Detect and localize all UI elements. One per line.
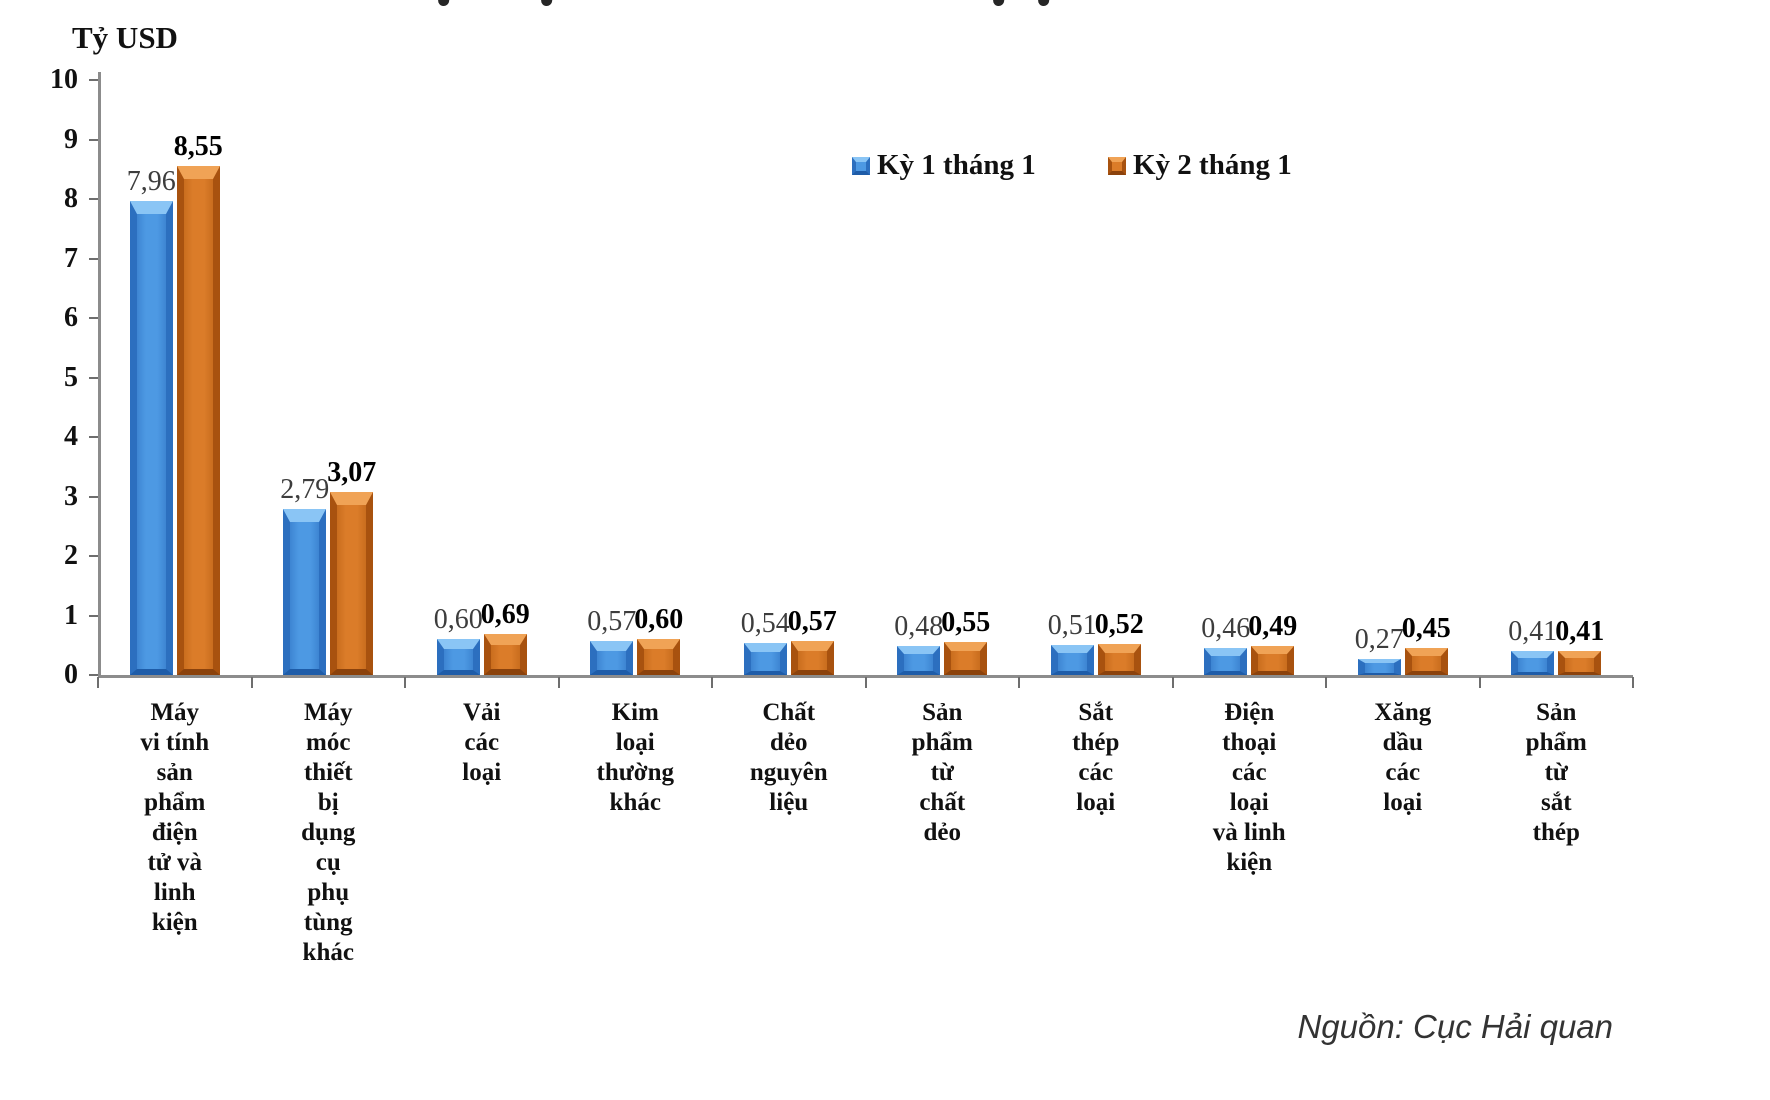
x-tick-mark [864, 677, 867, 688]
category-label: Sắt thép các loại [1072, 699, 1120, 816]
bar-value-label: 7,96 [126, 166, 176, 197]
bar-ky2 [176, 166, 220, 675]
y-tick-label: 10 [50, 64, 78, 95]
bar-ky1 [283, 509, 327, 675]
x-tick-mark [404, 677, 406, 688]
y-tick-mark [89, 79, 98, 81]
bar-ky1 [897, 646, 941, 675]
y-tick-label: 5 [64, 361, 78, 393]
y-tick-label: 9 [64, 123, 78, 155]
bar-ky2 [944, 642, 988, 675]
bar-ky2 [330, 492, 374, 675]
y-tick-label: 7 [64, 242, 78, 274]
x-tick-mark [97, 677, 99, 688]
bar-value-label: 0,51 [1047, 610, 1097, 641]
y-tick-mark [89, 495, 98, 498]
bar-value-label: 0,45 [1401, 613, 1451, 644]
bar-value-label: 0,55 [941, 607, 991, 638]
bar-value-label: 0,60 [634, 604, 684, 635]
bar-value-label: 2,79 [280, 474, 330, 505]
y-tick-mark [89, 257, 98, 260]
cropped-title-remnant [437, 0, 450, 7]
bar-ky2 [1558, 651, 1602, 675]
bar-value-label: 0,41 [1508, 616, 1558, 647]
y-tick-mark [89, 317, 98, 319]
bar-value-label: 0,46 [1201, 613, 1251, 644]
legend-marker-ky2-icon [1108, 156, 1126, 175]
y-tick-label: 8 [64, 183, 78, 214]
category-label: Xăng dầu các loại [1374, 699, 1432, 816]
category-label: Sản phẩm từ chất dẻo [911, 699, 973, 846]
y-tick-label: 3 [64, 480, 78, 512]
x-tick-mark [1632, 677, 1634, 688]
bar-ky1 [1204, 648, 1248, 675]
legend-item-ky1: Kỳ 1 tháng 1 [852, 149, 1036, 182]
bar-ky2 [790, 641, 834, 675]
category-label: Sản phẩm từ sắt thép [1525, 699, 1587, 846]
y-tick-mark [89, 198, 98, 200]
source-note: Nguồn: Cục Hải quan [1297, 1008, 1613, 1045]
category-label: Máy móc thiết bị dụng cụ phụ tùng khác [301, 699, 356, 966]
y-tick-mark [89, 376, 98, 379]
y-tick-label: 2 [64, 540, 78, 571]
bar-ky2 [483, 634, 527, 675]
legend-label-ky1: Kỳ 1 tháng 1 [877, 149, 1036, 181]
legend-item-ky2: Kỳ 2 tháng 1 [1108, 149, 1292, 182]
bar-ky2 [637, 639, 681, 675]
cropped-title-remnant [1037, 0, 1050, 7]
bar-value-label: 0,60 [433, 604, 483, 635]
y-tick-mark [89, 138, 98, 141]
bar-value-label: 0,27 [1354, 624, 1404, 655]
bar-ky1 [129, 201, 173, 675]
y-tick-mark [89, 674, 98, 676]
bar-ky1 [1357, 659, 1401, 675]
x-tick-mark [1171, 677, 1174, 688]
bar-ky2 [1404, 648, 1448, 675]
bar-value-label: 0,69 [480, 599, 530, 630]
bar-value-label: 0,49 [1248, 611, 1298, 642]
bar-ky1 [590, 641, 634, 675]
category-label: Kim loại thường khác [596, 699, 674, 816]
legend-label-ky2: Kỳ 2 tháng 1 [1133, 149, 1292, 181]
bar-ky2 [1251, 646, 1295, 675]
x-tick-mark [1325, 677, 1327, 688]
x-tick-mark [250, 677, 253, 688]
bar-ky1 [1050, 645, 1094, 675]
category-label: Điện thoại các loại và linh kiện [1212, 699, 1286, 876]
bar-value-label: 8,55 [173, 131, 223, 162]
x-axis-line [98, 675, 1633, 678]
x-tick-mark [557, 677, 560, 688]
bar-value-label: 0,41 [1555, 616, 1605, 647]
y-axis-line [98, 72, 101, 677]
bar-value-label: 0,57 [587, 606, 637, 637]
cropped-title-remnant [992, 0, 1005, 7]
y-tick-label: 6 [64, 302, 78, 333]
y-tick-mark [89, 614, 98, 617]
y-tick-mark [89, 436, 98, 438]
bar-ky1 [743, 643, 787, 675]
y-tick-label: 1 [64, 599, 78, 631]
y-tick-mark [89, 555, 98, 557]
legend-marker-ky1-icon [852, 156, 870, 175]
category-label: Chất dẻo nguyên liệu [749, 699, 828, 816]
bar-ky1 [436, 639, 480, 675]
bar-value-label: 3,07 [327, 457, 377, 488]
bar-value-label: 0,57 [787, 606, 837, 637]
bar-value-label: 0,54 [740, 608, 790, 639]
y-tick-label: 0 [64, 659, 78, 690]
x-tick-mark [1478, 677, 1481, 688]
bar-ky2 [1097, 644, 1141, 675]
y-tick-label: 4 [64, 421, 78, 452]
category-label: Vải các loại [462, 699, 502, 786]
bar-ky1 [1511, 651, 1555, 675]
x-tick-mark [1018, 677, 1020, 688]
x-tick-mark [711, 677, 713, 688]
y-axis-title: Tỷ USD [72, 20, 178, 55]
category-label: Máy vi tính sản phẩm điện tử và linh kiện [140, 699, 210, 936]
bar-value-label: 0,48 [894, 611, 944, 642]
bar-value-label: 0,52 [1094, 609, 1144, 640]
cropped-title-remnant [540, 0, 553, 7]
